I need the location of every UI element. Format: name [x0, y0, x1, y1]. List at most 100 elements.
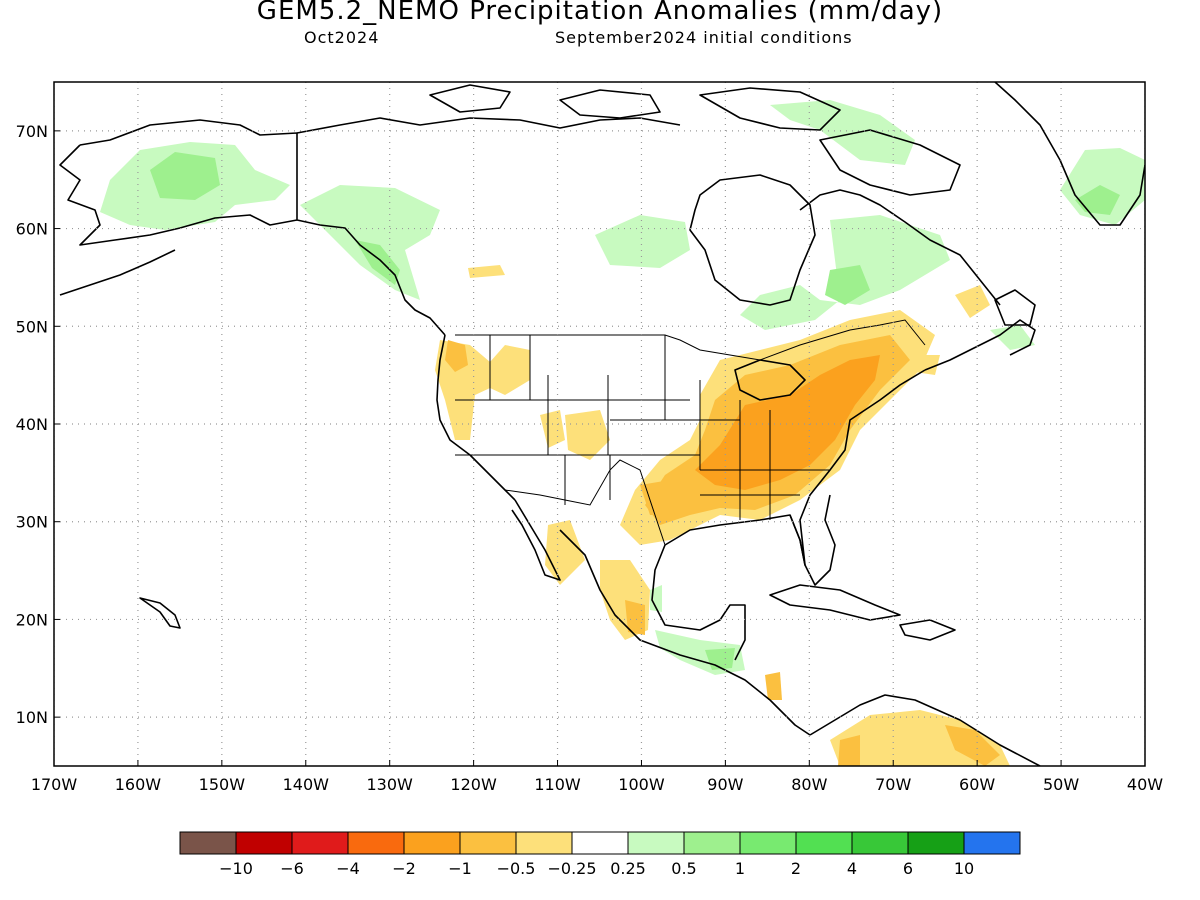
colorbar-swatch — [459, 831, 517, 855]
mexico-pacific-coast — [559, 529, 811, 736]
colorbar-label: −1 — [448, 859, 472, 878]
lon-tick-label: 140W — [283, 775, 330, 794]
colorbar-label: −0.25 — [547, 859, 596, 878]
colorbar-label: 6 — [903, 859, 913, 878]
coastline-layer — [59, 82, 1145, 766]
boundary-layer — [296, 133, 926, 546]
greenland-coast — [994, 82, 1145, 226]
colorbar-swatch — [235, 831, 293, 855]
aleutian-chain — [59, 249, 176, 296]
colorbar-swatch — [963, 831, 1021, 855]
lon-tick-label: 150W — [199, 775, 246, 794]
cuba — [769, 584, 901, 621]
alaska-coast — [79, 119, 446, 336]
arctic-island-2 — [559, 89, 661, 119]
arctic-coast — [296, 117, 681, 134]
colorbar-label: −0.5 — [497, 859, 536, 878]
lat-tick-label: 50N — [16, 317, 48, 336]
arctic-island-3 — [699, 87, 841, 131]
colorbar-label: 0.5 — [671, 859, 696, 878]
dry-anomaly-labrador-coast — [955, 285, 990, 318]
colorbar-swatch — [851, 831, 909, 855]
lon-tick-label: 90W — [707, 775, 743, 794]
lon-tick-label: 50W — [1043, 775, 1079, 794]
longitude-labels: 170W 160W 150W 140W 130W 120W 110W 100W 90W 80W 70… — [31, 760, 1163, 794]
initial-conditions-label: September2024 initial conditions — [555, 28, 853, 47]
newfoundland — [994, 289, 1036, 326]
baja-coast — [511, 499, 561, 581]
alaska-west-coast — [59, 144, 298, 246]
map-plot-area — [54, 82, 1145, 766]
colorbar-label: 4 — [847, 859, 857, 878]
dry-anomaly-canada-central — [468, 265, 505, 278]
lat-tick-label: 30N — [16, 513, 48, 532]
colorbar-label: 0.25 — [610, 859, 646, 878]
colorbar-swatch — [179, 831, 237, 855]
colorbar-label: −6 — [280, 859, 304, 878]
us-canada-border — [455, 319, 926, 361]
lon-tick-label: 60W — [959, 775, 995, 794]
lon-tick-label: 100W — [618, 775, 665, 794]
arctic-island-1 — [429, 84, 511, 113]
lon-tick-label: 130W — [367, 775, 414, 794]
lon-tick-label: 170W — [31, 775, 78, 794]
colorbar: −10 −6 −4 −2 −1 −0.5 −0.25 0.25 0.5 1 2 4 6 10 — [179, 831, 1021, 878]
wet-anomaly-hudson-bay — [595, 215, 690, 268]
dry-anomaly-colorado — [565, 410, 610, 460]
great-lakes — [734, 359, 806, 401]
wet-anomaly-yukon-bc — [300, 185, 440, 300]
us-gulf-coast — [664, 369, 926, 566]
baffin-island — [819, 129, 961, 196]
dry-anomaly-maritimes — [915, 355, 940, 375]
colorbar-swatch — [739, 831, 797, 855]
dry-anomaly-baja — [545, 520, 585, 585]
latitude-labels: 70N 60N 50N 40N 30N 20N 10N — [16, 122, 60, 727]
map-title: GEM5.2_NEMO Precipitation Anomalies (mm/… — [256, 0, 944, 26]
colorbar-swatch — [795, 831, 853, 855]
colorbar-swatch — [291, 831, 349, 855]
colorbar-label: 2 — [791, 859, 801, 878]
colorbar-label: −4 — [336, 859, 360, 878]
florida — [789, 494, 836, 586]
colorbar-swatch — [571, 831, 629, 855]
wet-anomaly-alaska-core — [150, 152, 220, 200]
lon-tick-label: 70W — [875, 775, 911, 794]
colorbar-label: −10 — [219, 859, 253, 878]
dry-anomaly-layer — [435, 265, 1010, 766]
colorbar-label: −2 — [392, 859, 416, 878]
colorbar-swatch — [347, 831, 405, 855]
wet-anomaly-bc-coast — [355, 240, 400, 285]
lon-tick-label: 110W — [534, 775, 581, 794]
lon-tick-label: 160W — [115, 775, 162, 794]
wet-anomaly-arctic-islands — [770, 100, 915, 165]
dry-anomaly-colombia-west — [838, 735, 860, 766]
new-england-coast — [924, 319, 1036, 371]
colorbar-swatch — [627, 831, 685, 855]
colorbar-swatch — [907, 831, 965, 855]
mexico-gulf-coast — [651, 544, 746, 661]
labrador-coast — [799, 189, 1001, 306]
dry-anomaly-great-basin — [540, 410, 565, 448]
dry-anomaly-nicaragua — [765, 672, 782, 700]
hispaniola — [899, 619, 956, 641]
colorbar-swatch — [683, 831, 741, 855]
lon-tick-label: 40W — [1127, 775, 1163, 794]
colorbar-label: 10 — [954, 859, 974, 878]
colorbar-swatch — [515, 831, 573, 855]
hawaii — [139, 597, 181, 629]
dry-anomaly-eastern-us-strong — [695, 355, 880, 490]
colorbar-label: 1 — [735, 859, 745, 878]
wet-anomaly-quebec-core — [825, 265, 870, 305]
dry-anomaly-venezuela — [945, 725, 1000, 766]
wet-anomaly-nova-scotia — [990, 325, 1035, 350]
gulf-coast — [809, 694, 1041, 766]
graticule-layer — [54, 82, 1145, 766]
lat-tick-label: 60N — [16, 220, 48, 239]
us-mexico-border — [504, 459, 666, 546]
lat-tick-label: 10N — [16, 708, 48, 727]
lon-tick-label: 120W — [450, 775, 497, 794]
us-state-lines — [455, 335, 830, 520]
lat-tick-label: 20N — [16, 610, 48, 629]
lon-tick-label: 80W — [791, 775, 827, 794]
